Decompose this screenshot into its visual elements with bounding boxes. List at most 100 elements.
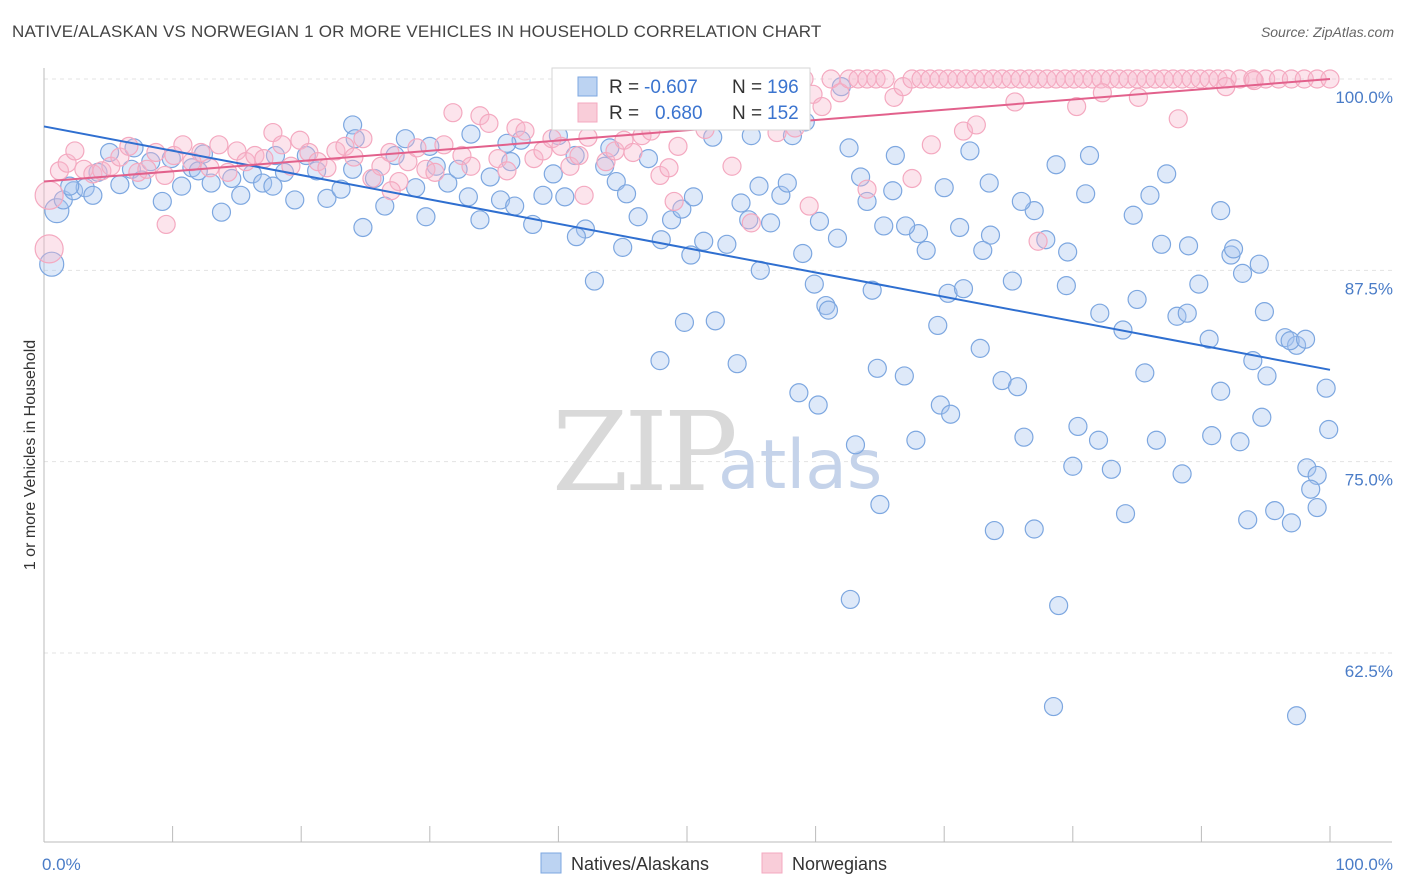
data-point [1058,242,1078,262]
y-tick-label: 100.0% [1335,88,1393,107]
data-point [650,351,670,371]
data-point [110,175,130,195]
data-point [613,237,633,257]
data-point [741,213,761,233]
data-point [480,167,500,187]
data-point [1244,70,1264,91]
data-point [1297,458,1317,478]
data-point [543,164,563,184]
data-point [265,145,286,166]
data-point [902,168,922,189]
data-point [953,279,974,299]
data-point [1092,83,1112,103]
data-point [804,274,824,294]
data-point [1007,377,1028,397]
data-point [172,176,192,196]
data-point [317,188,337,208]
data-point [1127,289,1147,310]
data-point [874,216,894,236]
data-point [651,230,671,250]
data-point [808,395,828,415]
data-point [317,158,337,178]
data-point [831,77,851,97]
y-tick-label: 87.5% [1345,279,1393,298]
data-point [1123,205,1143,225]
data-point [407,138,427,158]
data-point [1146,430,1166,450]
data-point [65,141,85,161]
data-point [137,159,157,179]
data-point [1265,501,1285,521]
data-point [57,153,77,173]
data-point [1140,185,1160,205]
data-point [857,179,877,199]
legend-swatch-natives [577,76,598,97]
data-point [941,404,961,424]
data-point [1157,164,1177,184]
data-point [799,196,819,216]
data-point [285,190,305,210]
data-point [1079,145,1100,166]
y-tick-label: 62.5% [1345,662,1393,681]
data-point [717,234,737,254]
y-tick-labels: 100.0% 87.5% 75.0% 62.5% [1335,88,1393,681]
data-point [505,196,525,216]
legend-n-label-natives: N = [732,77,762,98]
data-point [1254,302,1275,322]
data-point [353,129,373,149]
data-point [99,142,120,163]
data-point [934,178,954,198]
data-point [60,176,80,196]
data-point [830,83,850,103]
bottom-legend-label-norwegians[interactable]: Norwegians [792,854,887,874]
y-tick-label: 75.0% [1345,471,1393,490]
data-point [749,176,769,196]
data-point [1202,426,1222,446]
data-point [1238,510,1258,530]
data-point [727,354,747,374]
legend-r-label-natives: R = [609,77,639,98]
bottom-legend-label-natives[interactable]: Natives/Alaskans [571,854,709,874]
data-point [1002,271,1022,291]
data-point [326,141,346,161]
data-point [173,135,193,155]
x-axis-ticks [43,826,1331,842]
data-point [1189,274,1209,294]
data-point [406,178,426,198]
data-point [1005,92,1025,112]
legend-r-label-norwegians: R = [609,103,639,124]
x-tick-label: 0.0% [42,855,81,874]
data-point [771,185,791,205]
data-point [1295,329,1316,349]
data-point [1223,239,1244,259]
data-point [916,240,936,261]
data-point [1028,231,1048,251]
data-point [885,145,905,166]
source-label: Source: ZipAtlas.com [1260,24,1394,40]
data-point [461,156,481,176]
data-point [812,96,832,117]
data-point [623,142,643,163]
data-point [119,136,139,156]
data-point [353,217,373,238]
series-legend[interactable]: Natives/Alaskans Norwegians [540,852,887,874]
correlation-legend[interactable]: R = -0.607 N = 196 R = 0.680 N = 152 [551,67,811,131]
data-point [616,184,637,204]
data-point [966,115,986,135]
data-point [1316,378,1336,398]
data-point [1199,329,1219,349]
x-tick-labels: 0.0% 100.0% [42,855,1393,874]
data-point [1101,459,1121,479]
data-point [343,159,363,179]
data-point [458,187,478,207]
data-point [845,435,866,455]
legend-r-value-natives: -0.607 [644,77,698,98]
data-point [1257,366,1277,386]
data-point [1211,381,1231,401]
data-point [683,187,704,207]
data-point [1090,303,1110,323]
data-point [555,187,575,207]
data-point [960,141,980,161]
data-point [1301,479,1321,499]
data-point [950,217,970,238]
